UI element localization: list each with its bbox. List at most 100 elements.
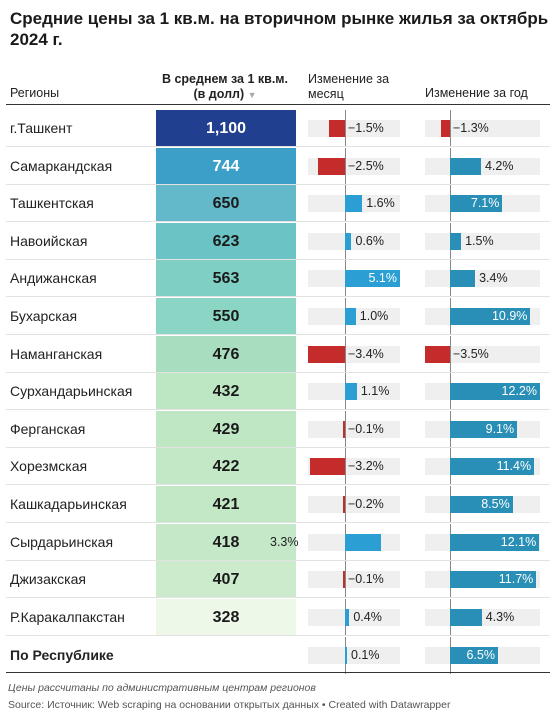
- table-row: Самаркандская 744 −2.5% 4.2%: [6, 147, 550, 185]
- month-value: 5.1%: [368, 271, 398, 286]
- total-row: По Республике 0.1% 6.5%: [6, 637, 550, 675]
- table-row: Андижанская 563 5.1% 3.4%: [6, 260, 550, 298]
- row-divider: [6, 484, 550, 486]
- avg-price-cell: 650: [156, 185, 296, 223]
- total-label: По Республике: [10, 647, 114, 664]
- row-divider: [6, 522, 550, 523]
- month-zero-line: [345, 561, 346, 599]
- month-value: 0.4%: [353, 609, 382, 624]
- month-track: [308, 420, 400, 438]
- row-divider: [6, 334, 550, 335]
- year-track: [425, 120, 540, 137]
- month-bar: [317, 157, 345, 175]
- header-avg-price[interactable]: В среднем за 1 кв.м. (в долл) ▼: [160, 72, 290, 103]
- year-bar: [450, 195, 503, 213]
- row-divider: [6, 597, 550, 599]
- region-name: Андижанская: [10, 270, 97, 287]
- avg-price-cell: 429: [156, 410, 296, 448]
- header-avg-price-label: В среднем за 1 кв.м. (в долл): [161, 72, 289, 101]
- year-value: 6.5%: [466, 648, 495, 663]
- year-value: 4.3%: [485, 609, 515, 624]
- table-row: Навоийская 623 0.6% 1.5%: [6, 222, 550, 260]
- year-bar: [450, 608, 482, 626]
- region-name: Ферганская: [10, 420, 86, 437]
- year-track: [425, 345, 540, 363]
- footer-divider: [6, 672, 550, 673]
- region-name: Кашкадарьинская: [10, 496, 127, 512]
- region-name: Наманганская: [10, 345, 103, 362]
- month-bar: [308, 345, 345, 363]
- month-bar: [345, 533, 381, 551]
- region-name: Бухарская: [10, 308, 78, 324]
- avg-price-cell: 563: [156, 260, 296, 298]
- month-bar: [345, 195, 363, 213]
- year-bar: [425, 345, 450, 363]
- month-value: 1.0%: [359, 309, 389, 323]
- year-value: −3.5%: [453, 346, 489, 361]
- table-row: Кашкадарьинская 421 −0.2% 8.5%: [6, 486, 550, 523]
- row-divider: [6, 409, 550, 411]
- month-value: −0.1%: [348, 572, 384, 587]
- table-row: Ташкентская 650 1.6% 7.1%: [6, 185, 550, 223]
- month-zero-line: [345, 335, 346, 373]
- month-bar: [345, 383, 357, 401]
- year-value: 9.1%: [485, 421, 515, 436]
- avg-price-cell: 623: [156, 222, 296, 260]
- table-row: Сырдарьинская 418 3.3% 12.1%: [6, 523, 550, 561]
- month-track: [308, 232, 400, 250]
- avg-price-cell: 476: [156, 335, 296, 373]
- table-row: Сурхандарьинская 432 1.1% 12.2%: [6, 373, 550, 411]
- year-bar: [450, 157, 481, 175]
- month-value: 3.3%: [270, 534, 299, 549]
- row-divider: [6, 446, 550, 448]
- month-zero-line: [345, 410, 346, 448]
- avg-price-cell: 422: [156, 448, 296, 486]
- row-divider: [6, 258, 550, 260]
- row-divider: [6, 146, 550, 147]
- footnote: Цены рассчитаны по административным цент…: [8, 682, 316, 694]
- header-year-change: Изменение за год: [425, 86, 528, 100]
- month-bar: [345, 608, 350, 626]
- region-name: Хорезмская: [10, 458, 88, 475]
- month-bar: [345, 232, 352, 250]
- row-divider: [6, 183, 550, 185]
- avg-price-cell: 328: [156, 598, 296, 636]
- sort-arrow-icon[interactable]: ▼: [247, 90, 257, 100]
- region-name: Джизакская: [10, 571, 86, 588]
- year-value: 3.4%: [479, 271, 508, 286]
- table-row: Хорезмская 422 −3.2% 11.4%: [6, 448, 550, 486]
- table-row: Р.Каракалпакстан 328 0.4% 4.3%: [6, 598, 550, 636]
- row-divider: [6, 221, 550, 223]
- month-bar: [342, 496, 345, 513]
- header-month-change: Изменение за месяц: [308, 72, 390, 101]
- year-value: 1.5%: [465, 233, 494, 248]
- avg-price-cell: 550: [156, 298, 296, 335]
- month-value: −0.2%: [348, 497, 384, 511]
- year-value: 12.2%: [501, 384, 537, 399]
- year-bar: [450, 270, 476, 288]
- month-bar: [328, 120, 345, 137]
- region-name: Р.Каракалпакстан: [10, 608, 125, 625]
- year-value: 11.7%: [498, 572, 534, 587]
- year-value: 8.5%: [481, 497, 510, 511]
- month-value: 1.1%: [360, 384, 390, 399]
- year-bar: [450, 647, 498, 665]
- year-value: 10.9%: [491, 309, 528, 323]
- month-value: 0.1%: [351, 648, 380, 663]
- year-value: 7.1%: [470, 196, 500, 211]
- avg-price-cell: 1,100: [156, 110, 296, 147]
- month-bar: [343, 571, 345, 589]
- month-zero-line: [345, 147, 346, 185]
- header-divider: [6, 104, 550, 105]
- month-value: −1.5%: [348, 121, 384, 135]
- month-bar: [345, 308, 356, 325]
- year-bar: [450, 383, 540, 401]
- year-bar: [450, 232, 462, 250]
- month-zero-line: [345, 110, 346, 147]
- year-bar: [450, 571, 537, 589]
- month-value: 1.6%: [366, 196, 395, 211]
- year-value: 11.4%: [496, 459, 532, 474]
- table-row: Наманганская 476 −3.4% −3.5%: [6, 335, 550, 373]
- year-bar: [440, 120, 450, 137]
- month-track: [308, 496, 400, 513]
